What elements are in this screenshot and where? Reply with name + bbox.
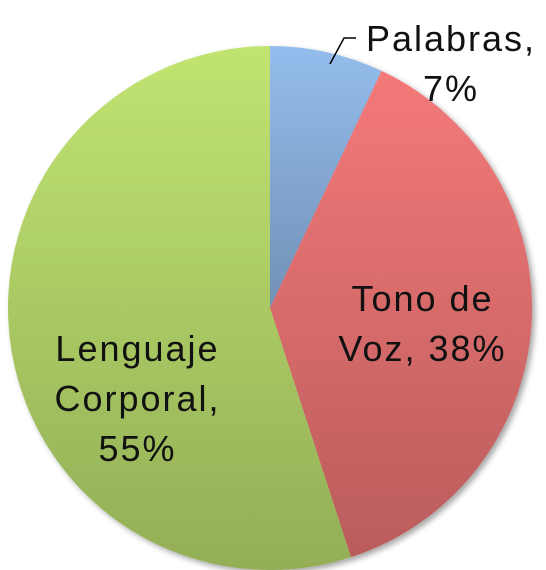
label-separator: ,	[404, 328, 417, 369]
slices	[8, 46, 533, 570]
value-label: 55%	[98, 428, 177, 469]
pie-slice	[270, 70, 533, 558]
category-label: Tono de Voz	[338, 278, 494, 369]
label-separator: ,	[524, 18, 537, 59]
data-label: Palabras, 7%	[363, 14, 539, 114]
pie-slice	[8, 46, 351, 570]
category-label: Palabras	[365, 18, 525, 59]
pie-slice	[270, 46, 382, 308]
leader-line	[329, 37, 356, 65]
data-label: Lenguaje Corporal, 55%	[30, 324, 245, 474]
data-label: Tono de Voz, 38%	[320, 274, 525, 374]
value-label: 38%	[428, 328, 507, 369]
value-label: 7%	[422, 68, 480, 109]
label-separator: ,	[208, 378, 221, 419]
category-label: Lenguaje Corporal	[54, 328, 220, 419]
